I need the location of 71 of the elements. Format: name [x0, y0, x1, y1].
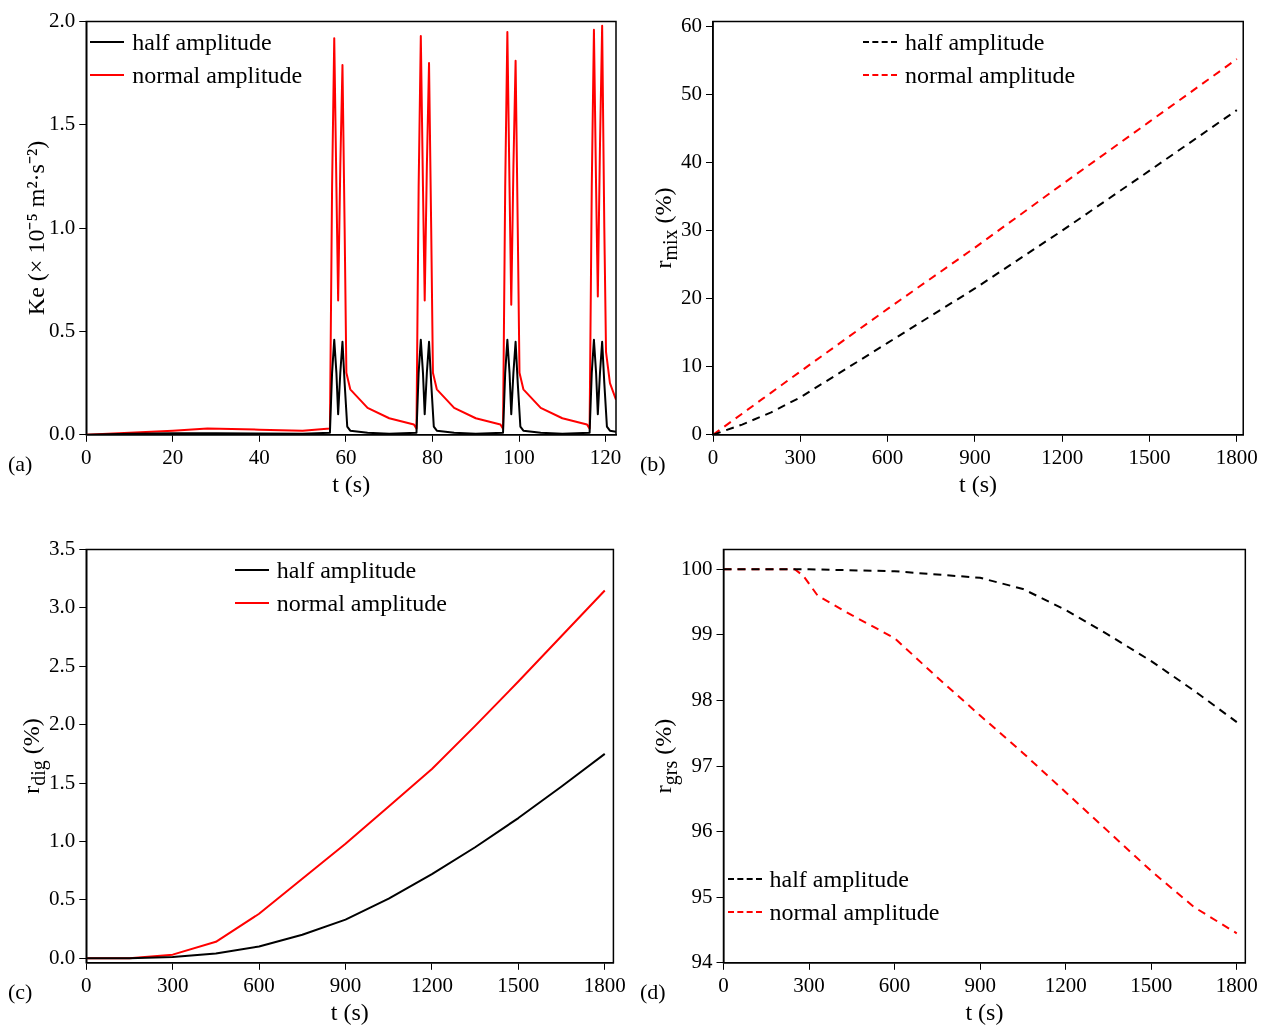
x-axis-title: t (s) — [959, 471, 998, 498]
x-tick-label: 80 — [421, 444, 443, 469]
x-tick-label: 0 — [81, 444, 92, 469]
legend-label: normal amplitude — [769, 897, 940, 927]
x-tick-label: 100 — [503, 444, 535, 469]
y-tick-label: 20 — [681, 285, 702, 310]
legend-label: normal amplitude — [905, 60, 1076, 90]
x-tick-label: 0 — [718, 972, 729, 997]
y-tick-label: 2.5 — [49, 652, 76, 677]
y-tick-label: 0 — [691, 421, 702, 446]
y-tick-label: 1.0 — [49, 214, 76, 239]
y-tick-label: 2.0 — [49, 8, 76, 33]
x-tick-label: 300 — [784, 444, 817, 469]
y-tick-label: 1.5 — [49, 769, 76, 794]
y-tick-label: 40 — [681, 149, 702, 174]
x-tick-label: 1800 — [583, 972, 626, 997]
x-axis-title: t (s) — [965, 999, 1004, 1026]
y-tick-label: 100 — [681, 555, 713, 580]
x-tick-label: 1500 — [497, 972, 540, 997]
y-tick-label: 30 — [681, 217, 702, 242]
y-tick-label: 10 — [681, 353, 702, 378]
legend-label: half amplitude — [276, 555, 417, 585]
x-tick-label: 1800 — [1215, 444, 1258, 469]
text: (c) — [8, 979, 33, 1005]
legend-label: half amplitude — [905, 27, 1045, 57]
x-tick-label: 900 — [329, 972, 362, 997]
x-tick-label: 120 — [589, 444, 622, 469]
y-axis-title: Ke (× 10⁻⁵ m²·s⁻²) — [21, 141, 50, 316]
legend-label: normal amplitude — [276, 588, 447, 618]
y-tick-label: 95 — [691, 883, 713, 908]
x-tick-label: 600 — [878, 972, 911, 997]
text: (a) — [8, 451, 33, 477]
text: (b) — [640, 451, 666, 477]
x-tick-label: 1200 — [1044, 972, 1087, 997]
x-tick-label: 1500 — [1128, 444, 1171, 469]
x-tick-label: 20 — [162, 444, 184, 469]
y-tick-label: 0.5 — [49, 886, 76, 911]
x-tick-label: 300 — [793, 972, 825, 997]
y-tick-label: 3.5 — [49, 536, 76, 561]
y-tick-label: 3.0 — [49, 594, 76, 619]
y-tick-label: 1.0 — [49, 827, 76, 852]
x-tick-label: 1800 — [1215, 972, 1258, 997]
y-tick-label: 50 — [681, 80, 702, 105]
x-tick-label: 900 — [959, 444, 991, 469]
x-tick-label: 40 — [248, 444, 270, 469]
legend-label: half amplitude — [769, 864, 909, 894]
y-tick-label: 98 — [691, 686, 713, 711]
x-tick-label: 600 — [243, 972, 275, 997]
x-tick-label: 900 — [964, 972, 996, 997]
x-tick-label: 0 — [81, 972, 92, 997]
text: (d) — [640, 979, 666, 1005]
y-tick-label: 0.0 — [49, 421, 76, 446]
legend-label: normal amplitude — [132, 60, 303, 90]
y-tick-label: 0.0 — [49, 944, 76, 969]
x-tick-label: 60 — [335, 444, 357, 469]
legend-label: half amplitude — [132, 27, 272, 57]
y-tick-label: 94 — [691, 949, 713, 974]
x-tick-label: 600 — [871, 444, 904, 469]
y-tick-label: 1.5 — [49, 111, 76, 136]
y-tick-label: 99 — [691, 621, 713, 646]
x-tick-label: 1500 — [1130, 972, 1173, 997]
y-tick-label: 96 — [691, 818, 713, 843]
x-axis-title: t (s) — [332, 471, 371, 498]
x-tick-label: 1200 — [410, 972, 453, 997]
y-tick-label: 2.0 — [49, 711, 76, 736]
x-tick-label: 300 — [156, 972, 189, 997]
y-tick-label: 97 — [691, 752, 713, 777]
y-tick-label: 0.5 — [49, 318, 76, 343]
y-tick-label: 60 — [681, 12, 702, 37]
x-tick-label: 1200 — [1041, 444, 1084, 469]
x-axis-title: t (s) — [330, 999, 369, 1026]
